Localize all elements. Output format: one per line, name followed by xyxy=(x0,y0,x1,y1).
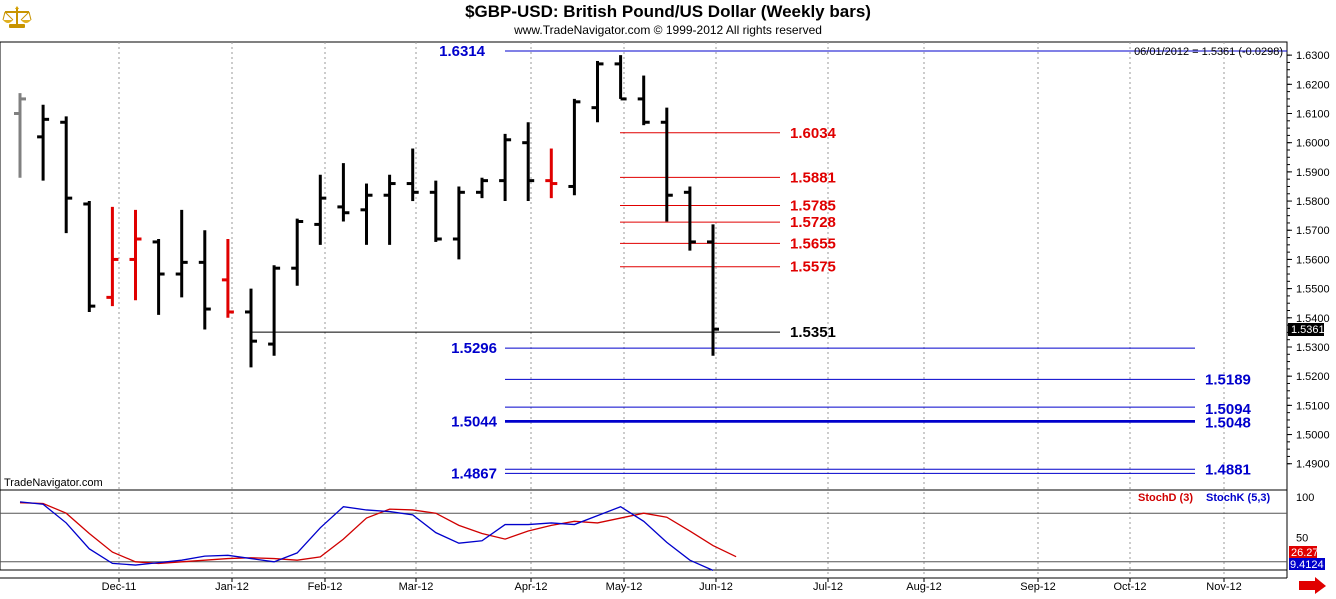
y-tick-label: 1.5700 xyxy=(1296,225,1330,237)
y-tick-label: 1.6300 xyxy=(1296,50,1330,62)
y-tick-label: 1.4900 xyxy=(1296,459,1330,471)
ohlc-bar xyxy=(106,206,119,307)
watermark: TradeNavigator.com xyxy=(4,477,103,489)
month-gridlines xyxy=(118,42,1225,578)
blue-level-label: 1.5296 xyxy=(451,340,497,357)
fib-levels: 1.6314 1.5296 1.5189 1.5094 1.5044 1.5048 1.48… xyxy=(252,43,1287,482)
ohlc-bar xyxy=(383,174,396,245)
gold-scales-icon xyxy=(2,2,32,32)
price-y-axis: 1.6300 1.6200 1.6100 1.6000 1.5900 1.5800 1.57… xyxy=(1287,50,1330,545)
y-tick-label: 1.5900 xyxy=(1296,167,1330,179)
chart-title: $GBP-USD: British Pound/US Dollar (Weekl… xyxy=(465,2,871,21)
ohlc-bar xyxy=(429,180,442,242)
blue-level-label: 1.5094 xyxy=(1205,401,1252,418)
y-tick-label: 1.5000 xyxy=(1296,430,1330,442)
y-tick-label: 1.5100 xyxy=(1296,400,1330,412)
stoch-k-line xyxy=(19,501,714,571)
stoch-y-tick-label: 50 xyxy=(1296,533,1308,545)
ohlc-bar xyxy=(337,163,350,222)
x-tick-label: Oct-12 xyxy=(1113,581,1146,593)
red-level-label: 1.5655 xyxy=(790,235,836,252)
ohlc-bar xyxy=(245,288,257,368)
y-tick-label: 1.5200 xyxy=(1296,371,1330,383)
ohlc-bar xyxy=(452,186,465,260)
x-tick-label: Aug-12 xyxy=(906,581,941,593)
blue-level-label: 1.5189 xyxy=(1205,371,1251,388)
y-tick-label: 1.5400 xyxy=(1296,313,1330,325)
x-tick-label: Apr-12 xyxy=(514,581,547,593)
red-level-label: 1.5785 xyxy=(790,197,836,214)
stochastic-lines xyxy=(0,501,1287,571)
y-tick-label: 1.5300 xyxy=(1296,342,1330,354)
ohlc-bar xyxy=(37,104,50,181)
price-readout: 06/01/2012 = 1.5361 (-0.0298) xyxy=(1134,46,1283,58)
y-tick-label: 1.5800 xyxy=(1296,196,1330,208)
ohlc-bar xyxy=(314,174,327,245)
x-tick-label: Jun-12 xyxy=(699,581,733,593)
y-tick-label: 1.5600 xyxy=(1296,254,1330,266)
x-tick-label: Dec-11 xyxy=(102,581,137,593)
ohlc-bar xyxy=(198,230,211,330)
stoch-d-legend: StochD (3) xyxy=(1138,492,1193,504)
ohlc-bar xyxy=(360,183,373,245)
ohlc-bar xyxy=(591,60,604,123)
red-level-label: 1.5881 xyxy=(790,169,836,186)
y-tick-label: 1.6200 xyxy=(1296,79,1330,91)
ohlc-bar xyxy=(522,122,535,202)
x-tick-label: Nov-12 xyxy=(1206,581,1241,593)
stoch-k-legend: StochK (5,3) xyxy=(1206,492,1271,504)
ohlc-bar xyxy=(83,201,96,312)
x-tick-label: Jan-12 xyxy=(215,581,249,593)
blue-level-label: 1.5044 xyxy=(451,414,498,431)
ohlc-bar xyxy=(14,93,26,178)
ohlc-bars xyxy=(14,55,719,368)
red-arrow-right-icon[interactable] xyxy=(1299,577,1326,594)
ohlc-bar xyxy=(268,265,281,356)
black-level-label: 1.5351 xyxy=(790,324,836,341)
x-tick-label: Sep-12 xyxy=(1020,581,1055,593)
ohlc-bar xyxy=(637,75,650,126)
x-tick-label: Jul-12 xyxy=(813,581,843,593)
ohlc-bar xyxy=(614,55,627,101)
ohlc-bar xyxy=(499,133,512,202)
ohlc-bar xyxy=(291,218,304,286)
stoch-k-last-value: 9.4124 xyxy=(1290,559,1324,571)
red-level-label: 1.6034 xyxy=(790,125,837,142)
red-level-label: 1.5728 xyxy=(790,214,836,231)
ohlc-bar xyxy=(707,224,719,356)
ohlc-bar xyxy=(129,209,142,301)
stoch-d-last-box xyxy=(1289,546,1317,558)
ohlc-bar xyxy=(152,239,165,315)
stoch-y-tick-label: 100 xyxy=(1296,492,1314,504)
date-x-axis: Dec-11 Jan-12 Feb-12 Mar-12 Apr-12 May-12 Jun-… xyxy=(102,578,1242,593)
stoch-d-last-value: 26.27 xyxy=(1291,547,1319,559)
blue-level-label: 1.4867 xyxy=(451,465,497,482)
ohlc-bar xyxy=(175,209,188,298)
ohlc-bar xyxy=(406,148,419,202)
ohlc-bar xyxy=(476,177,488,199)
last-price-label: 1.5361 xyxy=(1291,324,1325,336)
y-tick-label: 1.5500 xyxy=(1296,284,1330,296)
y-tick-label: 1.6000 xyxy=(1296,138,1330,150)
x-tick-label: May-12 xyxy=(606,581,643,593)
red-level-label: 1.5575 xyxy=(790,259,836,276)
ohlc-bar xyxy=(221,239,234,318)
ohlc-bar xyxy=(683,186,696,251)
blue-level-label: 1.6314 xyxy=(439,43,486,60)
stoch-d-line xyxy=(19,502,737,565)
ohlc-bar xyxy=(60,116,73,234)
x-tick-label: Mar-12 xyxy=(399,581,434,593)
blue-level-label: 1.4881 xyxy=(1205,461,1251,478)
ohlc-bar xyxy=(660,107,673,222)
stoch-k-last-box xyxy=(1289,558,1325,570)
ohlc-bar xyxy=(545,148,558,199)
blue-level-label: 1.5048 xyxy=(1205,415,1251,432)
y-tick-label: 1.6100 xyxy=(1296,109,1330,121)
x-tick-label: Feb-12 xyxy=(308,581,343,593)
last-price-marker xyxy=(1288,323,1324,336)
copyright-subtitle: www.TradeNavigator.com © 1999-2012 All r… xyxy=(513,23,822,37)
ohlc-bar xyxy=(568,98,581,196)
